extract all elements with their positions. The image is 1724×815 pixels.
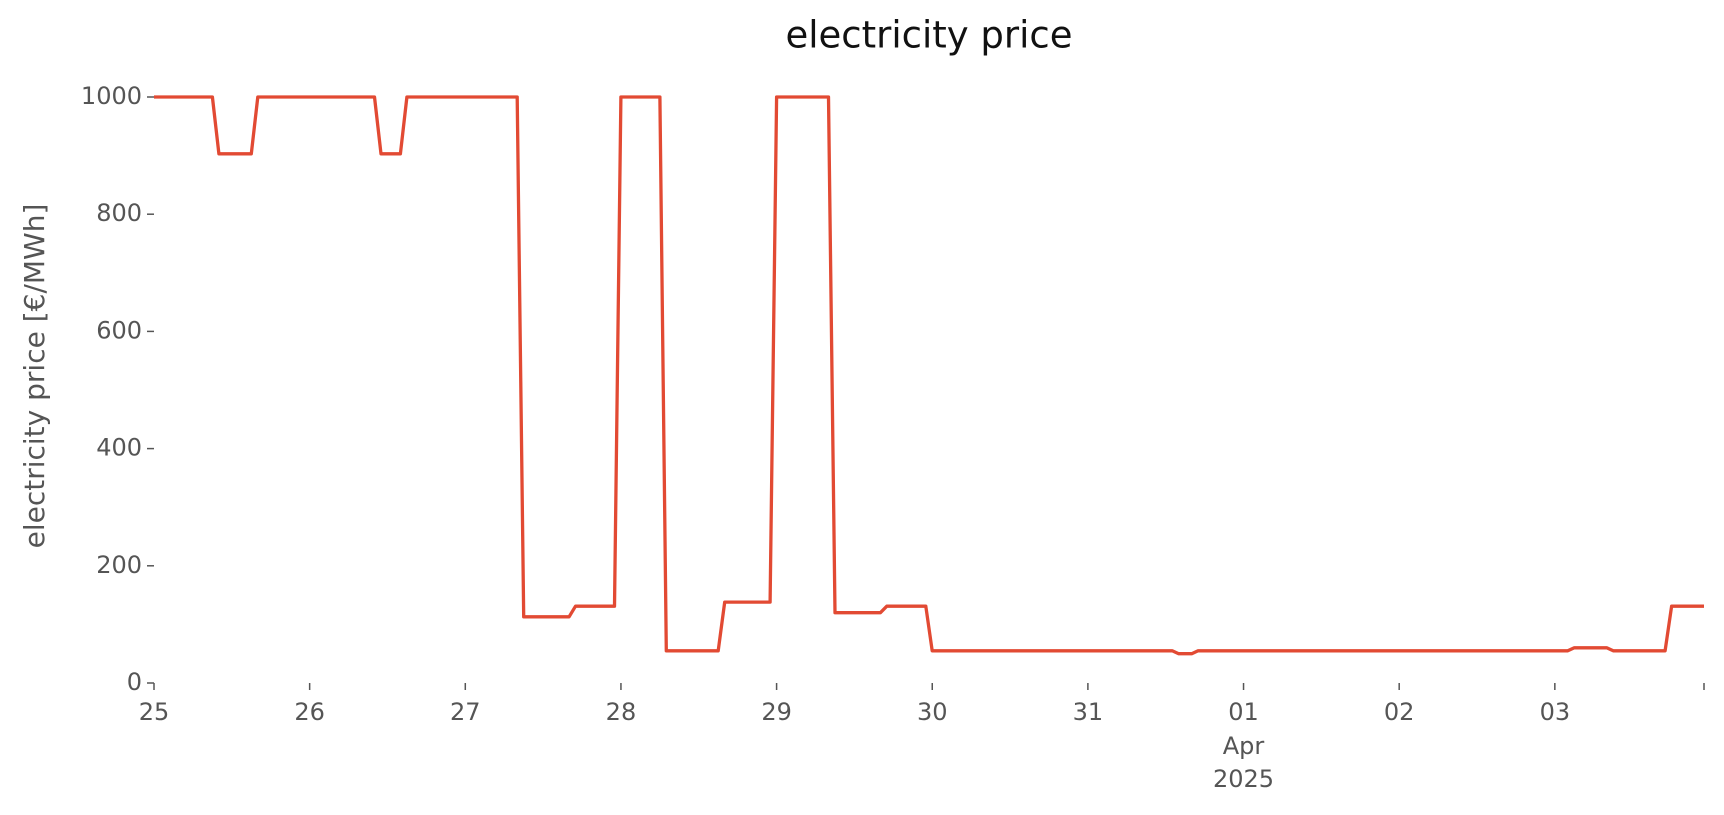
x-tick-label: 31: [1073, 698, 1104, 726]
y-tick-label: 200: [96, 551, 142, 579]
x-tick-label: 26: [294, 698, 325, 726]
y-tick-label: 800: [96, 199, 142, 227]
y-axis-label: electricity price [€/MWh]: [18, 204, 51, 549]
y-tick-label: 400: [96, 434, 142, 462]
price-line: [154, 95, 1704, 656]
x-tick-label: 25: [139, 698, 170, 726]
chart-title: electricity price: [785, 14, 1072, 57]
x-tick-label: 28: [606, 698, 637, 726]
x-tick-sublabel: Apr: [1223, 732, 1265, 760]
x-tick-label: 27: [450, 698, 481, 726]
x-tick-label: 03: [1540, 698, 1571, 726]
x-tick-label: 01: [1228, 698, 1259, 726]
y-tick-label: 1000: [81, 82, 142, 110]
y-tick-label: 0: [127, 668, 142, 696]
x-tick-sublabel: 2025: [1213, 765, 1274, 793]
x-tick-label: 29: [761, 698, 792, 726]
x-tick-label: 30: [917, 698, 948, 726]
x-tick-label: 02: [1384, 698, 1415, 726]
y-tick-label: 600: [96, 316, 142, 344]
